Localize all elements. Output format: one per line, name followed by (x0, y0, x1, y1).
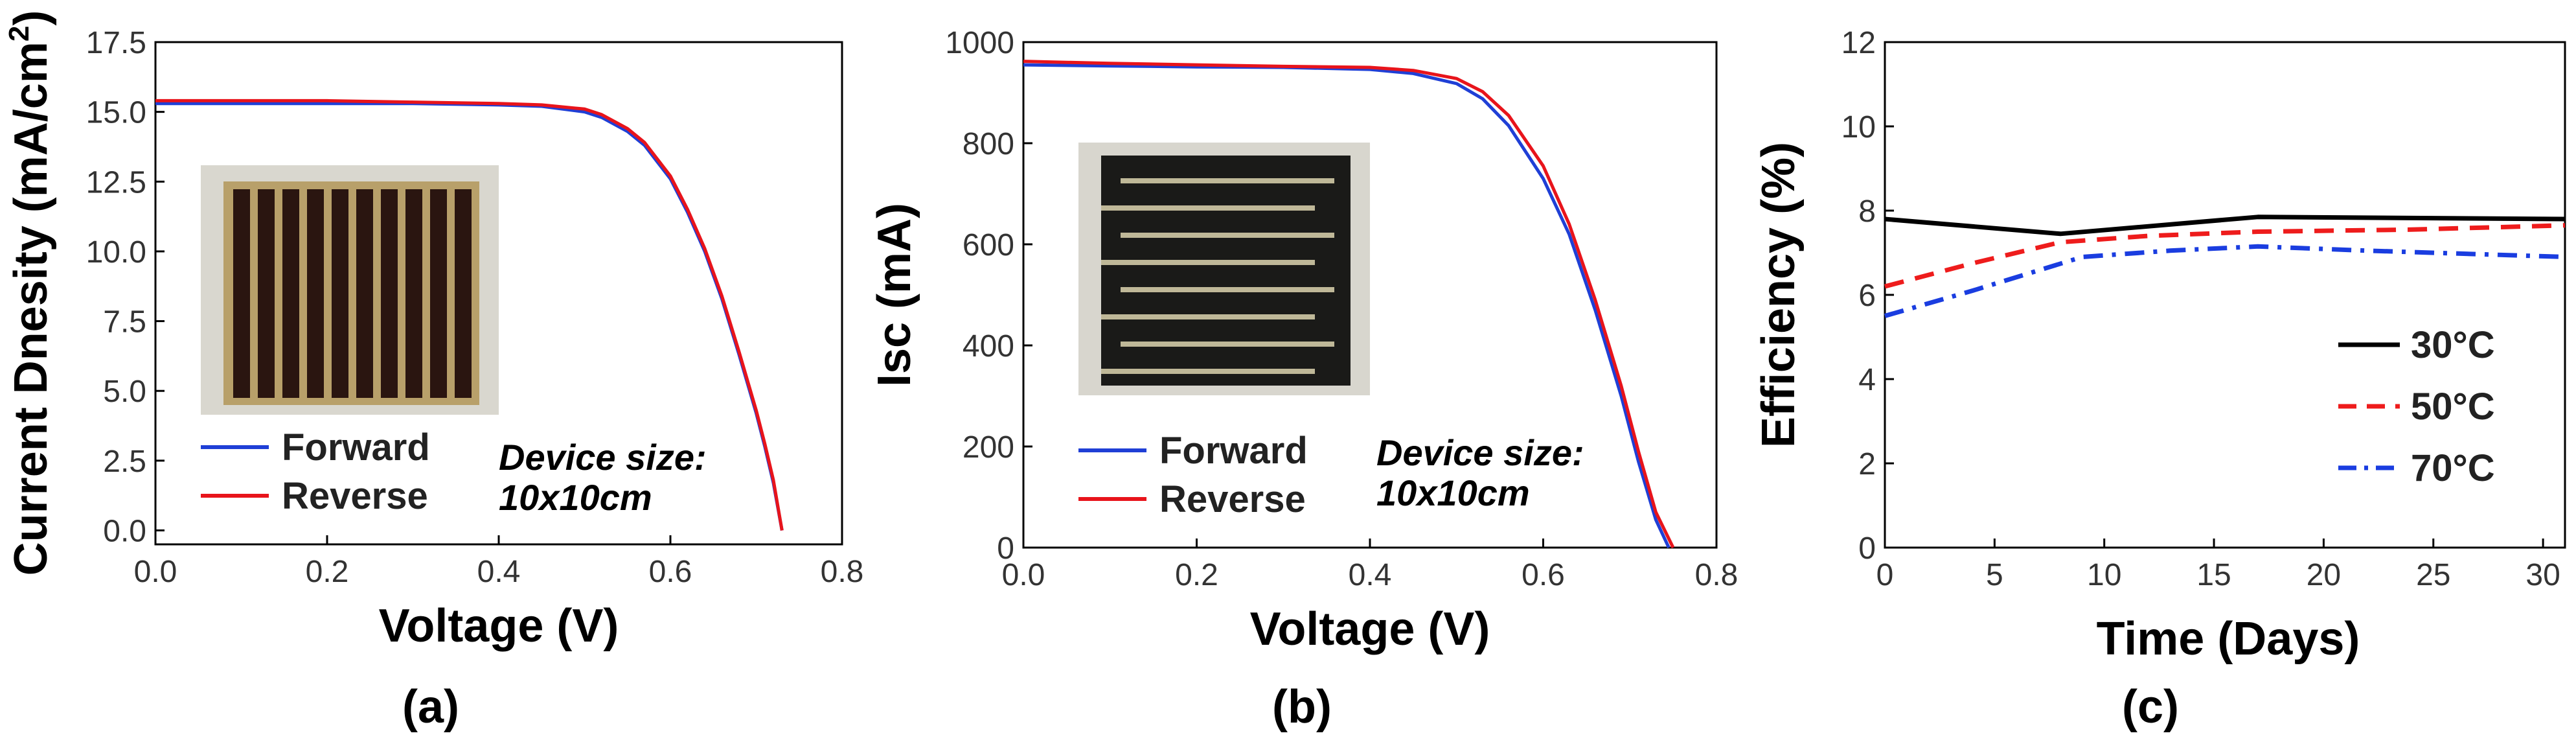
x-axis-title-b: Voltage (V) (1250, 603, 1490, 655)
ticks-b: 0.0 0.2 0.4 0.6 0.8 0 200 400 600 800 1000 (945, 26, 1738, 592)
panel-c: 0 5 10 15 20 25 30 0 2 4 6 8 10 12 30°C 50°C 70°C Tim… (1753, 26, 2566, 733)
legend-b-forward-label: Forward (1159, 430, 1308, 472)
legend-a-reverse-label: Reverse (282, 475, 428, 517)
y-tick-label-a-0: 0.0 (103, 514, 146, 548)
y-tick-label-b-2: 400 (963, 329, 1014, 364)
series-line-b-1 (1023, 60, 1675, 549)
x-tick-label-b-2: 0.4 (1349, 558, 1392, 592)
y-tick-label-b-5: 1000 (945, 26, 1014, 60)
series-line-c-0 (1884, 214, 2566, 237)
x-tick-label-b-4: 0.8 (1695, 558, 1738, 592)
series-a (155, 99, 784, 531)
device-photo-a (201, 165, 499, 415)
y-tick-label-c-4: 8 (1858, 194, 1876, 229)
x-tick-label-b-0: 0.0 (1002, 558, 1045, 592)
y-tick-label-a-1: 2.5 (103, 445, 146, 479)
legend-a: Forward Reverse (201, 426, 430, 517)
x-tick-label-c-3: 15 (2196, 558, 2231, 592)
panel-a: 0.0 0.2 0.4 0.6 0.8 0.0 2.5 5.0 7.5 10.0 12.5 15.0 1… (3, 10, 863, 733)
legend-b-reverse-label: Reverse (1159, 478, 1306, 520)
device-size-b-line1: Device size: (1376, 432, 1584, 473)
legend-c-50c-label: 50°C (2411, 386, 2495, 428)
ticks-c: 0 5 10 15 20 25 30 0 2 4 6 8 10 12 (1841, 26, 2560, 592)
y-tick-label-c-5: 10 (1841, 110, 1876, 145)
y-tick-label-c-2: 4 (1858, 363, 1876, 397)
x-tick-label-c-5: 25 (2416, 558, 2450, 592)
x-tick-label-a-4: 0.8 (821, 555, 864, 589)
y-tick-label-b-3: 600 (963, 228, 1014, 262)
y-tick-label-c-1: 2 (1858, 447, 1876, 481)
device-size-a-line2: 10x10cm (499, 477, 652, 518)
y-axis-title-c: Efficiency (%) (1753, 142, 1805, 448)
x-tick-label-b-3: 0.6 (1522, 558, 1565, 592)
series-line-a-1 (155, 99, 784, 531)
y-tick-label-b-0: 0 (997, 531, 1014, 566)
device-size-b-line2: 10x10cm (1376, 472, 1530, 513)
y-tick-label-a-4: 10.0 (86, 235, 146, 270)
y-tick-label-a-6: 15.0 (86, 96, 146, 130)
x-tick-label-c-4: 20 (2307, 558, 2341, 592)
legend-a-forward-label: Forward (282, 426, 430, 469)
x-tick-label-b-1: 0.2 (1175, 558, 1218, 592)
y-tick-label-c-0: 0 (1858, 531, 1876, 566)
x-tick-label-a-1: 0.2 (306, 555, 349, 589)
y-tick-label-b-1: 200 (963, 430, 1014, 465)
y-axis-title-b: Isc (mA) (869, 203, 920, 387)
series-b (1023, 60, 1675, 549)
y-tick-label-a-2: 5.0 (103, 375, 146, 409)
legend-c-70c-label: 70°C (2411, 447, 2495, 489)
x-tick-label-c-6: 30 (2525, 558, 2560, 592)
legend-b: Forward Reverse (1078, 430, 1308, 520)
panel-label-c: (c) (2122, 681, 2179, 733)
panel-label-b: (b) (1272, 681, 1332, 733)
device-photo-b (1078, 143, 1370, 395)
series-line-c-2 (1884, 244, 2566, 318)
x-tick-label-a-0: 0.0 (134, 555, 177, 589)
series-c (1884, 214, 2566, 318)
ticks-a: 0.0 0.2 0.4 0.6 0.8 0.0 2.5 5.0 7.5 10.0 12.5 15.0 1… (86, 26, 864, 589)
device-size-a-line1: Device size: (499, 437, 707, 478)
legend-c: 30°C 50°C 70°C (2338, 324, 2495, 489)
y-tick-label-a-5: 12.5 (86, 165, 146, 200)
y-axis-title-a: Current Dnesity (mA/cm2) (3, 10, 57, 576)
x-tick-label-c-0: 0 (1876, 558, 1894, 592)
y-tick-label-b-4: 800 (963, 127, 1014, 161)
y-tick-label-a-7: 17.5 (86, 26, 146, 60)
series-line-c-1 (1884, 223, 2566, 289)
legend-c-30c-label: 30°C (2411, 324, 2495, 366)
panel-b: 0.0 0.2 0.4 0.6 0.8 0 200 400 600 800 1000 Forward… (869, 26, 1738, 733)
y-tick-label-a-3: 7.5 (103, 305, 146, 340)
y-tick-label-c-6: 12 (1841, 26, 1876, 60)
x-tick-label-c-1: 5 (1986, 558, 2003, 592)
x-tick-label-a-3: 0.6 (649, 555, 692, 589)
y-tick-label-c-3: 6 (1858, 279, 1876, 313)
panel-label-a: (a) (402, 681, 459, 733)
x-axis-title-a: Voltage (V) (379, 600, 619, 652)
x-tick-label-c-2: 10 (2087, 558, 2121, 592)
x-tick-label-a-2: 0.4 (477, 555, 521, 589)
x-axis-title-c: Time (Days) (2097, 613, 2360, 665)
